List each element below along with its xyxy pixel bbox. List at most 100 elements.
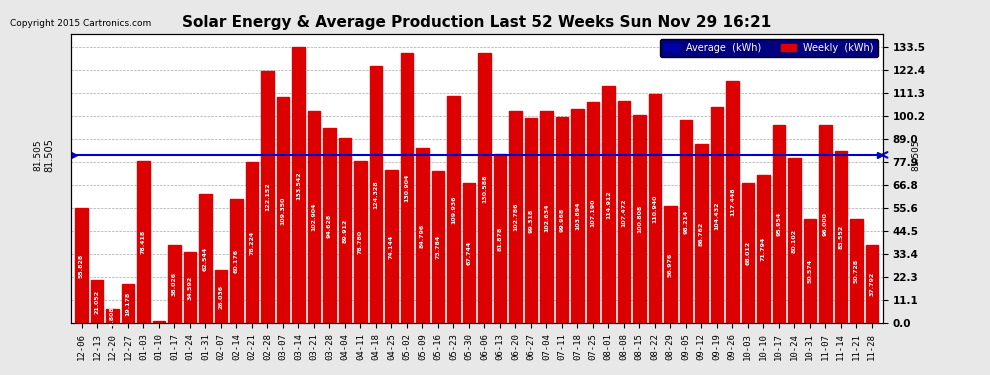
Text: 74.144: 74.144 — [389, 235, 394, 259]
Bar — [231, 199, 243, 323]
Text: 67.744: 67.744 — [466, 241, 471, 266]
Text: 100.808: 100.808 — [637, 205, 642, 233]
Bar — [865, 245, 878, 323]
Bar — [509, 111, 522, 323]
Text: 62.544: 62.544 — [203, 247, 208, 271]
Bar — [401, 53, 413, 323]
Bar — [416, 148, 429, 323]
Bar — [138, 161, 149, 323]
Bar — [664, 206, 676, 323]
Bar — [122, 284, 135, 323]
Text: 78.224: 78.224 — [249, 230, 254, 255]
Text: 122.152: 122.152 — [265, 183, 270, 212]
Text: 68.012: 68.012 — [745, 241, 750, 265]
Bar — [726, 81, 739, 323]
Text: 38.026: 38.026 — [172, 272, 177, 296]
Text: 109.936: 109.936 — [450, 195, 456, 224]
Text: 109.350: 109.350 — [280, 196, 285, 225]
Text: 78.780: 78.780 — [358, 230, 363, 254]
Bar — [75, 208, 88, 323]
Bar — [152, 321, 165, 323]
Text: 81.505: 81.505 — [34, 139, 43, 171]
Bar — [199, 194, 212, 323]
Bar — [494, 154, 506, 323]
Bar — [369, 66, 382, 323]
Bar — [772, 125, 785, 323]
Text: 26.036: 26.036 — [219, 284, 224, 309]
Text: 124.328: 124.328 — [373, 181, 378, 209]
Text: 107.472: 107.472 — [622, 198, 627, 226]
Bar — [525, 118, 538, 323]
Text: 81.878: 81.878 — [497, 226, 502, 251]
Legend: Average  (kWh), Weekly  (kWh): Average (kWh), Weekly (kWh) — [660, 39, 878, 57]
Bar — [788, 158, 801, 323]
Text: 89.912: 89.912 — [343, 218, 347, 243]
Bar — [819, 125, 832, 323]
Text: 130.904: 130.904 — [405, 174, 410, 202]
Bar — [277, 98, 289, 323]
Bar — [711, 108, 723, 323]
Bar — [292, 47, 305, 323]
Text: 78.418: 78.418 — [141, 230, 146, 255]
Text: 60.176: 60.176 — [234, 249, 239, 273]
Bar — [432, 171, 445, 323]
Bar — [541, 111, 552, 323]
Bar — [634, 115, 645, 323]
Bar — [757, 175, 769, 323]
Bar — [385, 170, 398, 323]
Text: 102.904: 102.904 — [312, 203, 317, 231]
Text: 80.102: 80.102 — [792, 229, 797, 253]
Text: Copyright 2015 Cartronics.com: Copyright 2015 Cartronics.com — [10, 19, 151, 28]
Text: 83.552: 83.552 — [839, 225, 843, 249]
Bar — [804, 219, 816, 323]
Bar — [339, 138, 351, 323]
Text: 34.592: 34.592 — [187, 276, 192, 300]
Text: 73.784: 73.784 — [436, 235, 441, 259]
Text: 50.574: 50.574 — [807, 259, 813, 283]
Bar — [324, 128, 336, 323]
Text: 50.728: 50.728 — [853, 259, 858, 283]
Text: 6.808: 6.808 — [110, 306, 115, 326]
Bar — [602, 86, 615, 323]
Bar — [308, 111, 320, 323]
Bar — [850, 219, 862, 323]
Text: 107.190: 107.190 — [590, 198, 595, 227]
Text: 117.448: 117.448 — [730, 188, 735, 216]
Title: Solar Energy & Average Production Last 52 Weeks Sun Nov 29 16:21: Solar Energy & Average Production Last 5… — [182, 15, 771, 30]
Text: 96.000: 96.000 — [823, 212, 828, 236]
Bar — [168, 245, 181, 323]
Bar — [555, 117, 568, 323]
Bar — [215, 270, 227, 323]
Text: 102.786: 102.786 — [513, 203, 518, 231]
Text: 95.954: 95.954 — [776, 212, 781, 236]
Text: 98.214: 98.214 — [683, 210, 688, 234]
Text: 99.968: 99.968 — [559, 208, 564, 232]
Text: 84.796: 84.796 — [420, 224, 425, 248]
Text: 55.828: 55.828 — [79, 254, 84, 278]
Bar — [462, 183, 475, 323]
Text: 81.505: 81.505 — [911, 139, 920, 171]
Bar — [261, 71, 273, 323]
Bar — [106, 309, 119, 323]
Bar — [478, 53, 491, 323]
Bar — [571, 109, 583, 323]
Bar — [447, 96, 459, 323]
Text: 130.588: 130.588 — [482, 174, 487, 202]
Bar — [695, 144, 708, 323]
Bar — [91, 280, 103, 323]
Text: 21.052: 21.052 — [94, 290, 100, 314]
Bar — [680, 120, 692, 323]
Bar — [742, 183, 754, 323]
Bar — [354, 160, 366, 323]
Text: 104.432: 104.432 — [715, 201, 720, 230]
Text: 19.178: 19.178 — [126, 291, 131, 316]
Y-axis label: 81.505: 81.505 — [45, 138, 54, 172]
Text: 114.912: 114.912 — [606, 190, 611, 219]
Text: 86.762: 86.762 — [699, 222, 704, 246]
Bar — [618, 101, 630, 323]
Text: 110.940: 110.940 — [652, 195, 657, 223]
Bar — [648, 94, 661, 323]
Bar — [184, 252, 196, 323]
Bar — [246, 162, 258, 323]
Text: 99.318: 99.318 — [529, 209, 534, 233]
